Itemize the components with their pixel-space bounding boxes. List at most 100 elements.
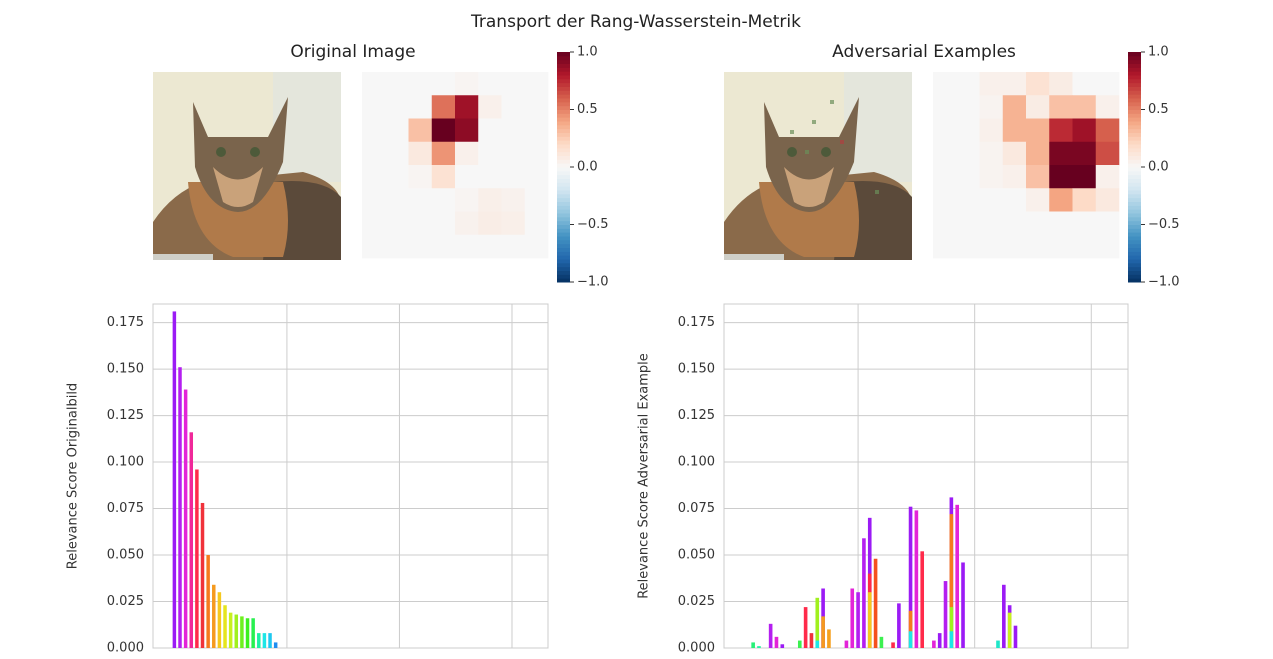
colorbar-segment	[1128, 148, 1141, 152]
y-tick-label: 0.175	[678, 315, 715, 330]
bar	[932, 641, 936, 648]
figure: Transport der Rang-Wasserstein-Metrik Or…	[0, 0, 1273, 659]
colorbar-segment	[1128, 163, 1141, 167]
colorbar-segment	[557, 113, 570, 117]
heatmap-cell	[432, 119, 456, 143]
bar	[815, 641, 819, 648]
colorbar-segment	[1128, 248, 1141, 252]
heatmap-cell	[362, 142, 386, 166]
heatmap-cell	[455, 212, 479, 236]
bar	[246, 618, 249, 648]
colorbar-segment	[557, 64, 570, 68]
bar	[173, 311, 176, 648]
colorbar-segment	[557, 251, 570, 255]
heatmap-cell	[1026, 188, 1050, 212]
heatmap-cell	[1026, 165, 1050, 189]
colorbar-segment	[557, 121, 570, 125]
bar	[263, 633, 266, 648]
bar	[201, 503, 204, 648]
colorbar-segment	[1128, 255, 1141, 259]
bar	[996, 641, 1000, 648]
heatmap-cell	[409, 235, 433, 259]
colorbar-segment	[557, 152, 570, 156]
heatmap-cell	[502, 95, 526, 119]
heatmap-cell	[1003, 212, 1027, 236]
heatmap-cell	[525, 235, 549, 259]
colorbar-segment	[1128, 106, 1141, 110]
colorbar-segment	[557, 202, 570, 206]
bar	[815, 598, 819, 648]
heatmap-cell	[956, 188, 980, 212]
y-tick-label: 0.100	[678, 455, 715, 470]
colorbar-segment	[1128, 83, 1141, 87]
colorbar-segment	[1128, 75, 1141, 79]
colorbar-segment	[557, 102, 570, 106]
heatmap-cell	[478, 165, 502, 189]
heatmap-cell	[1096, 165, 1120, 189]
heatmap-cell	[525, 212, 549, 236]
colorbar-segment	[1128, 121, 1141, 125]
heatmap-cell	[478, 235, 502, 259]
heatmap-cell	[956, 212, 980, 236]
colorbar-segment	[1128, 171, 1141, 175]
colorbar-segment	[557, 240, 570, 244]
heatmap-cell	[1073, 95, 1097, 119]
colorbar-segment	[1128, 87, 1141, 91]
colorbar-segment	[1128, 179, 1141, 183]
heatmap-cell	[502, 72, 526, 96]
heatmap-cell	[1003, 235, 1027, 259]
colorbar-segment	[557, 194, 570, 198]
heatmap-cell	[385, 95, 409, 119]
colorbar-segment	[1128, 98, 1141, 102]
heatmap-cell	[1049, 119, 1073, 143]
heatmap-cell	[1026, 95, 1050, 119]
panel-title: Original Image	[290, 42, 415, 62]
bar	[897, 603, 901, 648]
colorbar-tick-label: −0.5	[1148, 217, 1180, 232]
colorbar-segment	[1128, 278, 1141, 282]
colorbar-segment	[557, 278, 570, 282]
bar	[1014, 626, 1018, 648]
bar	[880, 637, 884, 648]
colorbar-segment	[1128, 186, 1141, 190]
heatmap-cell	[1096, 235, 1120, 259]
y-tick-label: 0.075	[678, 501, 715, 516]
heatmap-cell	[409, 72, 433, 96]
heatmap-cell	[980, 142, 1004, 166]
heatmap-cell	[1026, 212, 1050, 236]
heatmap-cell	[502, 212, 526, 236]
heatmap-cell	[502, 165, 526, 189]
colorbar-segment	[557, 156, 570, 160]
heatmap-cell	[502, 235, 526, 259]
heatmap-cell	[455, 95, 479, 119]
y-axis-label: Relevance Score Originalbild	[66, 383, 81, 569]
heatmap-cell	[956, 165, 980, 189]
colorbar-segment	[557, 167, 570, 171]
heatmap-cell	[362, 165, 386, 189]
colorbar-segment	[557, 117, 570, 121]
colorbar-segment	[557, 213, 570, 217]
colorbar-segment	[1128, 175, 1141, 179]
heatmap-cell	[432, 188, 456, 212]
colorbar-segment	[1128, 102, 1141, 106]
colorbar-segment	[1128, 244, 1141, 248]
bar	[1002, 585, 1006, 648]
heatmap-cell	[1049, 142, 1073, 166]
colorbar-tick-label: 0.0	[577, 160, 598, 175]
heatmap-cell	[933, 188, 957, 212]
colorbar-segment	[1128, 71, 1141, 75]
bar	[798, 641, 802, 648]
bar	[862, 538, 866, 648]
heatmap-cell	[1073, 212, 1097, 236]
colorbar-segment	[557, 205, 570, 209]
heatmap-cell	[980, 72, 1004, 96]
colorbar-segment	[1128, 225, 1141, 229]
bar	[874, 559, 878, 648]
heatmap-cell	[385, 235, 409, 259]
colorbar-segment	[1128, 251, 1141, 255]
colorbar-segment	[557, 198, 570, 202]
colorbar-segment	[557, 98, 570, 102]
colorbar-segment	[1128, 202, 1141, 206]
heatmap-cell	[455, 119, 479, 143]
bar	[775, 637, 779, 648]
